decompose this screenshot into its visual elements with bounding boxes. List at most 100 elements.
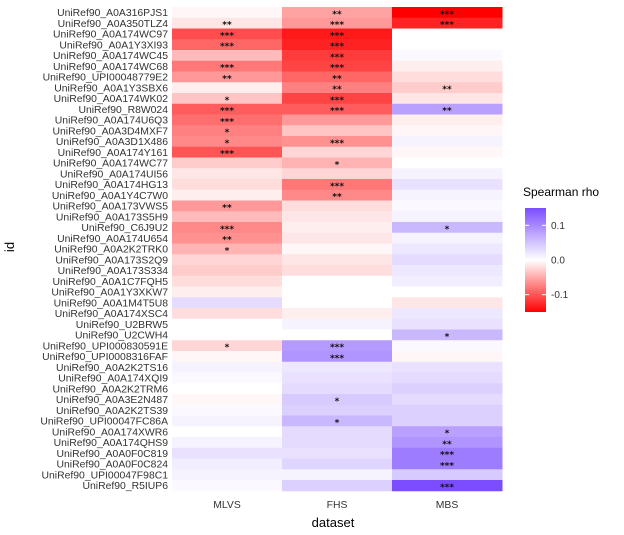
heatmap-cell [282, 437, 393, 449]
heatmap-cell [172, 7, 283, 19]
y-tick-label: UniRef90_A0A1Y3SBX6 [54, 83, 168, 94]
heatmap-cell [282, 200, 393, 212]
heatmap-cell [392, 232, 503, 244]
legend-tick-label: -0.1 [551, 290, 569, 301]
significance-mark: *** [220, 42, 234, 52]
x-tick-label: FHS [327, 500, 348, 511]
heatmap-cell [282, 286, 393, 298]
y-tick-label: UniRef90_UPI00048779E2 [43, 73, 169, 84]
heatmap-cell [172, 275, 283, 287]
heatmap-cell [392, 136, 503, 148]
heatmap-cell [392, 17, 503, 29]
y-tick-label: UniRef90_R5IUP6 [83, 481, 169, 492]
heatmap-cell [282, 157, 393, 169]
heatmap-cell [282, 329, 393, 341]
heatmap-cell [172, 447, 283, 459]
heatmap-cell [282, 114, 393, 126]
heatmap-cell [282, 222, 393, 234]
heatmap-cell [282, 254, 393, 266]
heatmap-cell [392, 447, 503, 459]
heatmap-cell [392, 222, 503, 234]
heatmap-cell [392, 254, 503, 266]
heatmap-cell [282, 17, 393, 29]
heatmap-cell [172, 361, 283, 373]
heatmap-cell [172, 383, 283, 395]
heatmap-cell [282, 71, 393, 83]
significance-mark: *** [330, 42, 344, 52]
heatmap-cell [172, 340, 283, 352]
significance-mark: ** [332, 10, 342, 20]
significance-mark: ** [442, 107, 452, 117]
significance-marks: ** ***** *** ****** ****** ********* ***** ****… [220, 10, 454, 493]
significance-mark: * [225, 139, 230, 149]
heatmap-cell [282, 394, 393, 406]
significance-mark: * [225, 246, 230, 256]
y-tick-label: UniRef90_A0A174U6Q3 [55, 116, 168, 127]
heatmap-cell [392, 82, 503, 94]
heatmap-cell [282, 50, 393, 62]
heatmap-cell [172, 394, 283, 406]
y-tick-label: UniRef90_A0A174HG13 [55, 180, 168, 191]
heatmap-cell [282, 179, 393, 191]
heatmap-cell [392, 383, 503, 395]
heatmap-cell [392, 318, 503, 330]
heatmap-cell [172, 103, 283, 115]
y-tick-label: UniRef90_A0A174Y161 [58, 148, 169, 159]
y-tick-label: UniRef90_C6J9U2 [81, 223, 168, 234]
heatmap-cell [172, 222, 283, 234]
y-tick-label: UniRef90_A0A1M4T5U8 [54, 298, 169, 309]
y-tick-label: UniRef90_A0A173VWS5 [52, 202, 168, 213]
significance-mark: * [335, 397, 340, 407]
legend-colorbar [525, 208, 546, 312]
y-tick-labels: UniRef90_A0A316PJS1UniRef90_A0A350TLZ4Un… [40, 8, 168, 492]
significance-mark: ** [222, 21, 232, 31]
significance-mark: *** [440, 483, 454, 493]
significance-mark: *** [220, 31, 234, 41]
heatmap-cell [282, 383, 393, 395]
y-tick-label: UniRef90_A0A1Y3XI93 [59, 40, 168, 51]
heatmap-cell [172, 168, 283, 180]
heatmap-cell [392, 189, 503, 201]
heatmap-cell [282, 125, 393, 137]
heatmap-cell [282, 211, 393, 223]
y-tick-label: UniRef90_A0A2K2TS39 [56, 406, 168, 417]
heatmap-cell [282, 340, 393, 352]
heatmap-cell [282, 189, 393, 201]
heatmap-cell [172, 232, 283, 244]
heatmap-cells [172, 7, 503, 492]
heatmap-cell [172, 17, 283, 29]
heatmap-cell [282, 7, 393, 19]
heatmap-cell [172, 480, 283, 492]
y-tick-label: UniRef90_A0A174XQI9 [58, 374, 168, 385]
heatmap-cell [172, 426, 283, 438]
legend-tick-label: 0.1 [551, 221, 565, 232]
y-tick-label: UniRef90_A0A2K2TS16 [56, 363, 168, 374]
heatmap-cell [282, 361, 393, 373]
heatmap-cell [392, 103, 503, 115]
y-tick-label: UniRef90_A0A173S334 [58, 266, 169, 277]
heatmap-cell [172, 146, 283, 158]
heatmap-cell [282, 404, 393, 416]
heatmap-cell [392, 93, 503, 105]
heatmap-cell [172, 82, 283, 94]
heatmap-cell [172, 404, 283, 416]
significance-mark: *** [440, 451, 454, 461]
significance-mark: ** [222, 74, 232, 84]
y-tick-label: UniRef90_A0A174WC68 [53, 62, 168, 73]
heatmap-cell [392, 71, 503, 83]
significance-mark: *** [330, 53, 344, 63]
heatmap-cell [392, 168, 503, 180]
heatmap-cell [172, 265, 283, 277]
heatmap-cell [282, 265, 393, 277]
heatmap-cell [282, 232, 393, 244]
heatmap-cell [392, 200, 503, 212]
heatmap-cell [282, 415, 393, 427]
heatmap-cell [172, 254, 283, 266]
heatmap-cell [172, 286, 283, 298]
significance-mark: * [225, 128, 230, 138]
heatmap-cell [282, 243, 393, 255]
heatmap-cell [172, 415, 283, 427]
heatmap-cell [172, 351, 283, 363]
heatmap-cell [282, 39, 393, 51]
significance-mark: * [445, 225, 450, 235]
